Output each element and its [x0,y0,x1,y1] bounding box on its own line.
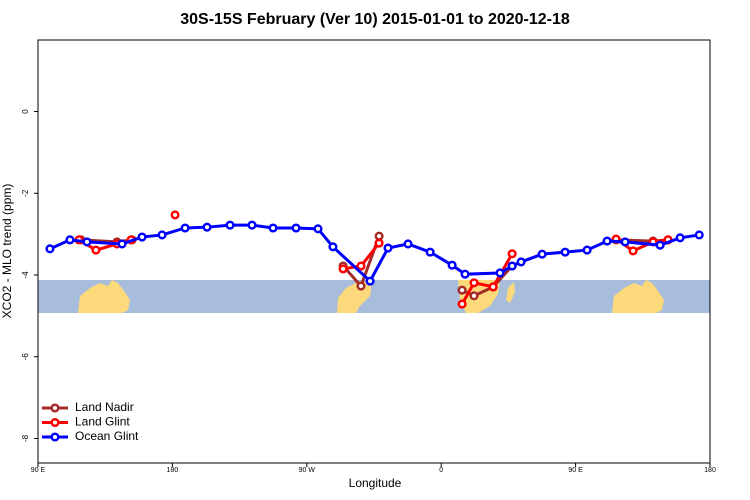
legend-marker [50,417,60,428]
map-strip [38,280,710,313]
point [45,244,55,254]
x-axis-label: Longitude [349,476,402,490]
point [170,210,180,220]
chart-title: 30S-15S February (Ver 10) 2015-01-01 to … [180,11,570,28]
point [507,249,517,259]
point [65,235,75,245]
point [356,281,366,291]
point [516,257,526,267]
y-tick-label: -4 [21,271,30,279]
point [374,238,384,248]
point [457,285,467,295]
point [202,222,212,232]
point [356,261,366,271]
point [469,291,479,301]
legend-label: Ocean Glint [75,429,139,443]
point [602,236,612,246]
legend-marker [50,432,60,442]
point [560,247,570,257]
point [137,232,147,242]
x-tick-label: 90 E [568,467,583,474]
point [91,245,101,255]
point [268,223,278,233]
y-tick-label: 0 [21,109,30,114]
point [488,282,498,292]
point [537,249,547,259]
point [457,299,467,309]
legend-marker [50,403,60,413]
point [291,223,301,233]
point [117,239,127,249]
x-tick-label: 180 [704,467,716,474]
point [247,220,257,230]
point [628,246,638,256]
point [447,260,457,270]
point [425,247,435,257]
point [582,245,592,255]
x-tick-label: 90 W [299,467,316,474]
point [365,276,375,286]
x-tick-label: 0 [439,467,443,474]
point [82,237,92,247]
y-axis-label: XCO2 - MLO trend (ppm) [0,184,14,319]
point [507,261,517,271]
point [338,264,348,274]
point [313,224,323,234]
legend-label: Land Glint [75,415,130,429]
point [157,230,167,240]
y-tick-label: -2 [21,189,30,197]
point [694,230,704,240]
y-tick-label: -6 [21,353,30,361]
point [675,233,685,243]
legend-label: Land Nadir [75,400,134,414]
point [328,242,338,252]
point [495,268,505,278]
x-tick-label: 180 [167,467,179,474]
y-tick-label: -8 [21,434,30,442]
point [655,240,665,250]
plot-frame [37,39,711,464]
point [374,231,384,241]
point [469,278,479,288]
point [460,269,470,279]
point [403,239,413,249]
x-tick-label: 90 E [31,467,46,474]
point [180,223,190,233]
point [383,243,393,253]
series-line [49,223,700,284]
point [225,220,235,230]
point [620,237,630,247]
